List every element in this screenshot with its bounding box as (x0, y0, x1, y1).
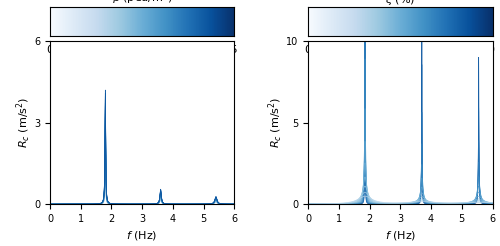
X-axis label: $f$ (Hz): $f$ (Hz) (126, 230, 158, 243)
Y-axis label: $R_c$ (m/s$^2$): $R_c$ (m/s$^2$) (14, 97, 33, 148)
X-axis label: $f$ (Hz): $f$ (Hz) (384, 230, 416, 243)
Text: 0.1: 0.1 (304, 45, 322, 55)
Text: 0.2: 0.2 (46, 45, 64, 55)
Title: $\rho$ (ped/m$^2$): $\rho$ (ped/m$^2$) (112, 0, 173, 7)
Y-axis label: $R_c$ (m/s$^2$): $R_c$ (m/s$^2$) (266, 97, 285, 148)
Text: 10: 10 (482, 45, 496, 55)
Title: $\xi$ (%): $\xi$ (%) (385, 0, 416, 7)
Text: 1.5: 1.5 (220, 45, 238, 55)
